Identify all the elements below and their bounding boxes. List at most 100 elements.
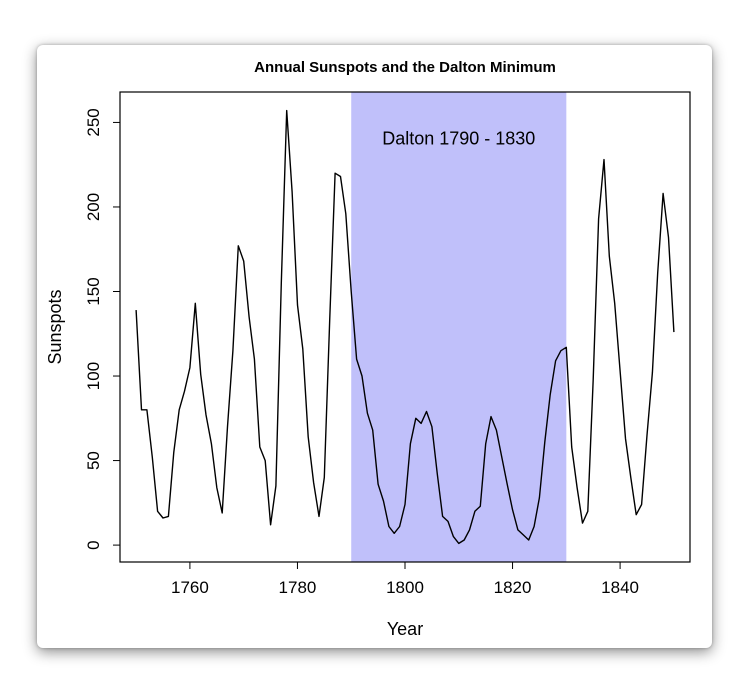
data-point bbox=[603, 158, 605, 160]
x-axis: 1760 1780 1800 1820 1840 bbox=[171, 561, 639, 597]
data-point bbox=[667, 236, 669, 238]
data-point bbox=[468, 529, 470, 531]
data-point bbox=[323, 476, 325, 478]
data-point bbox=[549, 393, 551, 395]
data-point bbox=[275, 485, 277, 487]
data-point bbox=[162, 517, 164, 519]
x-axis-label: Year bbox=[387, 619, 423, 639]
data-point bbox=[291, 191, 293, 193]
data-point bbox=[441, 515, 443, 517]
y-tick-label: 150 bbox=[84, 277, 103, 305]
data-point bbox=[372, 429, 374, 431]
data-point bbox=[334, 172, 336, 174]
dalton-annotation: Dalton 1790 - 1830 bbox=[382, 128, 535, 148]
data-point bbox=[151, 456, 153, 458]
chart-title: Annual Sunspots and the Dalton Minimum bbox=[254, 59, 556, 76]
data-point bbox=[506, 483, 508, 485]
data-point bbox=[409, 443, 411, 445]
data-point bbox=[608, 255, 610, 257]
data-point bbox=[640, 503, 642, 505]
y-axis-label: Sunspots bbox=[45, 289, 65, 364]
data-point bbox=[635, 514, 637, 516]
data-point bbox=[447, 520, 449, 522]
data-point bbox=[210, 443, 212, 445]
data-point bbox=[522, 534, 524, 536]
data-point bbox=[248, 316, 250, 318]
data-point bbox=[474, 510, 476, 512]
data-point bbox=[205, 414, 207, 416]
data-point bbox=[307, 436, 309, 438]
data-point bbox=[415, 417, 417, 419]
data-point bbox=[554, 360, 556, 362]
data-point bbox=[581, 522, 583, 524]
data-point bbox=[517, 529, 519, 531]
data-point bbox=[592, 378, 594, 380]
data-point bbox=[243, 260, 245, 262]
data-point bbox=[361, 375, 363, 377]
data-point bbox=[630, 476, 632, 478]
data-point bbox=[216, 486, 218, 488]
data-point bbox=[565, 346, 567, 348]
data-point bbox=[178, 409, 180, 411]
data-point bbox=[458, 542, 460, 544]
x-tick-label: 1820 bbox=[494, 578, 532, 597]
data-point bbox=[624, 437, 626, 439]
data-point bbox=[140, 409, 142, 411]
data-point bbox=[576, 486, 578, 488]
data-point bbox=[388, 525, 390, 527]
series-layer bbox=[135, 109, 675, 545]
data-point bbox=[167, 515, 169, 517]
data-point bbox=[452, 535, 454, 537]
data-point bbox=[286, 109, 288, 111]
data-point bbox=[269, 524, 271, 526]
data-point bbox=[463, 539, 465, 541]
data-point bbox=[259, 446, 261, 448]
data-point bbox=[404, 503, 406, 505]
x-tick-label: 1840 bbox=[601, 578, 639, 597]
data-point bbox=[425, 410, 427, 412]
data-point bbox=[382, 500, 384, 502]
data-point bbox=[495, 429, 497, 431]
y-tick-label: 200 bbox=[84, 193, 103, 221]
data-point bbox=[619, 370, 621, 372]
data-point bbox=[651, 371, 653, 373]
data-point bbox=[571, 446, 573, 448]
data-point bbox=[329, 319, 331, 321]
data-point bbox=[345, 213, 347, 215]
data-point bbox=[135, 309, 137, 311]
data-point bbox=[485, 443, 487, 445]
data-point bbox=[226, 426, 228, 428]
data-point bbox=[146, 409, 148, 411]
data-point bbox=[237, 245, 239, 247]
data-point bbox=[302, 348, 304, 350]
data-point bbox=[200, 373, 202, 375]
data-point bbox=[366, 412, 368, 414]
x-tick-label: 1800 bbox=[386, 578, 424, 597]
data-point bbox=[221, 512, 223, 514]
data-point bbox=[398, 525, 400, 527]
x-tick-label: 1760 bbox=[171, 578, 209, 597]
data-point bbox=[156, 510, 158, 512]
data-point bbox=[253, 358, 255, 360]
data-point bbox=[533, 525, 535, 527]
y-tick-label: 100 bbox=[84, 362, 103, 390]
data-point bbox=[393, 532, 395, 534]
data-point bbox=[280, 282, 282, 284]
data-point bbox=[560, 350, 562, 352]
data-point bbox=[657, 272, 659, 274]
data-point bbox=[264, 459, 266, 461]
data-point bbox=[673, 331, 675, 333]
data-point bbox=[232, 350, 234, 352]
data-point bbox=[296, 304, 298, 306]
data-point bbox=[490, 415, 492, 417]
y-tick-label: 250 bbox=[84, 108, 103, 136]
x-tick-label: 1780 bbox=[279, 578, 317, 597]
y-tick-label: 50 bbox=[84, 451, 103, 470]
data-point bbox=[501, 456, 503, 458]
data-point bbox=[339, 175, 341, 177]
dalton-shaded-region bbox=[351, 92, 567, 562]
chart: 1760 1780 1800 1820 1840 0 50 100 150 200 250 Ann… bbox=[45, 59, 691, 639]
data-point bbox=[350, 290, 352, 292]
data-point bbox=[597, 218, 599, 220]
data-point bbox=[420, 422, 422, 424]
